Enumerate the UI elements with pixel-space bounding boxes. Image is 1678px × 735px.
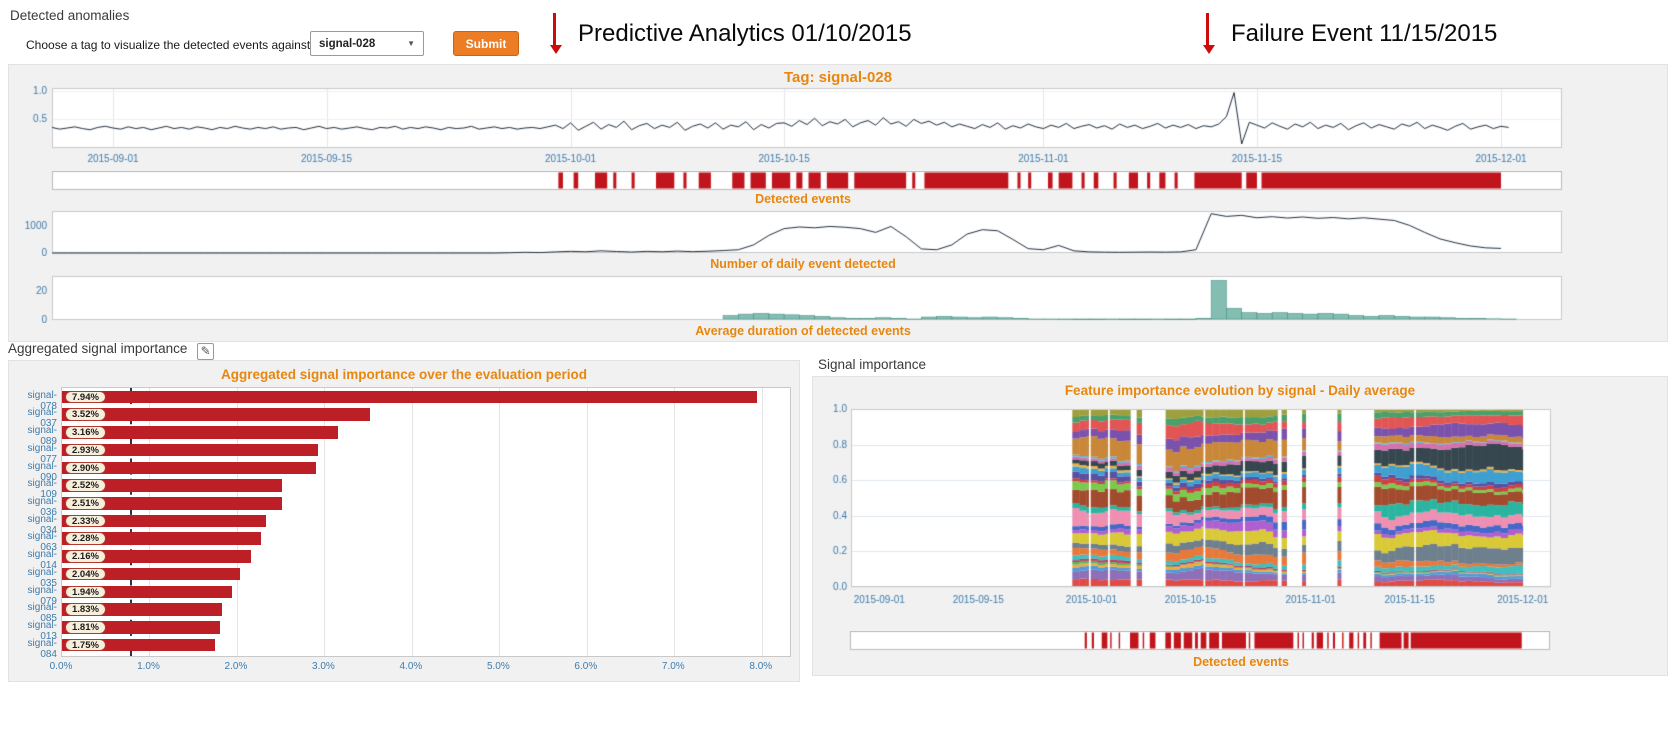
x-tick-label: 5.0% bbox=[486, 661, 510, 672]
edit-icon[interactable]: ✎ bbox=[197, 343, 215, 360]
x-tick-label: 3.0% bbox=[312, 661, 335, 672]
tag-signal-chart bbox=[13, 85, 1665, 169]
importance-bar bbox=[62, 532, 262, 545]
x-tick-label: 4.0% bbox=[399, 661, 423, 672]
aggregated-importance-xaxis: 0.0% 1.0% 2.0% 3.0% 4.0% 5.0% 6.0% 7.0% 8.0% bbox=[50, 661, 789, 675]
importance-value-badge: 2.04% bbox=[65, 567, 106, 581]
importance-bar bbox=[62, 550, 251, 563]
signal-importance-header: Signal importance bbox=[818, 357, 926, 372]
importance-value-badge: 2.33% bbox=[65, 514, 106, 528]
importance-bar bbox=[62, 514, 266, 528]
importance-bar bbox=[62, 497, 282, 510]
importance-value-badge: 2.16% bbox=[65, 550, 106, 563]
x-tick-label: 7.0% bbox=[661, 661, 685, 672]
importance-value-badge: 7.94% bbox=[65, 390, 106, 404]
importance-bar bbox=[62, 390, 757, 404]
gridline bbox=[674, 388, 676, 656]
importance-evolution-title: Feature importance evolution by signal -… bbox=[1064, 383, 1416, 398]
gridline bbox=[586, 388, 588, 656]
importance-bar bbox=[62, 443, 319, 457]
signal-label: signal-085 bbox=[27, 602, 57, 625]
importance-value-badge: 1.75% bbox=[65, 638, 106, 652]
tag-panel: Tag: signal-028 Detected events Number o… bbox=[8, 64, 1668, 342]
event-duration-label: Average duration of detected events bbox=[695, 324, 911, 338]
aggregated-importance-panel: Aggregated signal importance over the ev… bbox=[8, 360, 800, 682]
detected-events-strip-right bbox=[849, 631, 1553, 651]
importance-bar bbox=[62, 479, 283, 492]
importance-bar bbox=[62, 461, 316, 475]
gridline bbox=[761, 388, 763, 656]
importance-value-badge: 3.16% bbox=[65, 426, 106, 439]
signal-importance-header-text: Signal importance bbox=[818, 357, 927, 372]
signal-label: signal-084 bbox=[27, 637, 57, 660]
signal-label: signal-077 bbox=[27, 442, 57, 465]
x-tick-label: 1.0% bbox=[137, 661, 160, 672]
x-tick-label: 6.0% bbox=[574, 661, 598, 672]
importance-value-badge: 2.28% bbox=[65, 532, 106, 545]
signal-label: signal-090 bbox=[27, 460, 57, 483]
signal-label: signal-013 bbox=[27, 620, 57, 643]
aggregated-importance-header-text: Aggregated signal importance bbox=[8, 341, 188, 356]
event-duration-chart bbox=[13, 273, 1665, 323]
daily-events-label: Number of daily event detected bbox=[710, 257, 896, 271]
detected-events-label-right: Detected events bbox=[1193, 655, 1289, 669]
importance-value-badge: 3.52% bbox=[65, 408, 106, 421]
detected-events-label: Detected events bbox=[755, 192, 851, 206]
detected-events-strip bbox=[13, 171, 1665, 191]
importance-value-badge: 2.90% bbox=[65, 461, 106, 475]
importance-value-badge: 1.81% bbox=[65, 621, 106, 634]
tag-select[interactable]: signal-028 ▼ bbox=[310, 31, 424, 56]
tag-chooser-label: Choose a tag to visualize the detected e… bbox=[26, 38, 314, 52]
importance-value-badge: 2.93% bbox=[65, 443, 106, 457]
signal-importance-panel: Feature importance evolution by signal -… bbox=[812, 376, 1668, 676]
failure-arrow-line bbox=[1206, 13, 1209, 45]
tag-panel-title: Tag: signal-028 bbox=[783, 69, 893, 86]
predictive-arrow-icon bbox=[550, 45, 562, 54]
predictive-annotation-label: Predictive Analytics 01/10/2015 bbox=[578, 20, 912, 47]
signal-label: signal-035 bbox=[27, 566, 57, 589]
signal-label: signal-078 bbox=[27, 389, 57, 412]
x-tick-label: 8.0% bbox=[749, 661, 773, 672]
aggregated-importance-header: Aggregated signal importance ✎ bbox=[8, 341, 215, 360]
page-title: Detected anomalies bbox=[10, 8, 130, 23]
gridline bbox=[411, 388, 413, 656]
signal-label: signal-036 bbox=[27, 496, 57, 518]
failure-arrow-icon bbox=[1203, 45, 1215, 54]
chevron-down-icon: ▼ bbox=[407, 39, 415, 48]
submit-button[interactable]: Submit bbox=[453, 31, 519, 56]
gridline bbox=[499, 388, 501, 656]
importance-value-badge: 2.51% bbox=[65, 497, 106, 510]
signal-label: signal-034 bbox=[27, 513, 57, 536]
importance-value-badge: 1.83% bbox=[65, 603, 106, 616]
daily-events-chart bbox=[13, 208, 1665, 256]
aggregated-importance-title: Aggregated signal importance over the ev… bbox=[220, 367, 588, 382]
importance-bar bbox=[62, 567, 241, 581]
x-tick-label: 2.0% bbox=[224, 661, 248, 672]
importance-value-badge: 1.94% bbox=[65, 585, 106, 599]
aggregated-importance-plot: 7.94% 3.52% 3.16% 2.93% 2.90% 2.52% 2.51% 2.33%… bbox=[61, 387, 791, 657]
x-tick-label: 0.0% bbox=[49, 661, 73, 672]
tag-select-value: signal-028 bbox=[319, 37, 376, 50]
signal-label: signal-079 bbox=[27, 584, 57, 607]
importance-bar bbox=[62, 408, 370, 421]
importance-value-badge: 2.52% bbox=[65, 479, 106, 492]
gridline bbox=[324, 388, 326, 656]
signal-label: signal-089 bbox=[27, 425, 57, 448]
importance-bar bbox=[62, 426, 339, 439]
failure-annotation-label: Failure Event 11/15/2015 bbox=[1231, 20, 1498, 47]
signal-label: signal-037 bbox=[27, 407, 57, 430]
importance-evolution-chart bbox=[821, 403, 1661, 629]
predictive-arrow-line bbox=[553, 13, 556, 45]
signal-label: signal-109 bbox=[27, 478, 57, 501]
signal-label: signal-063 bbox=[27, 531, 57, 554]
signal-label: signal-014 bbox=[27, 549, 57, 572]
